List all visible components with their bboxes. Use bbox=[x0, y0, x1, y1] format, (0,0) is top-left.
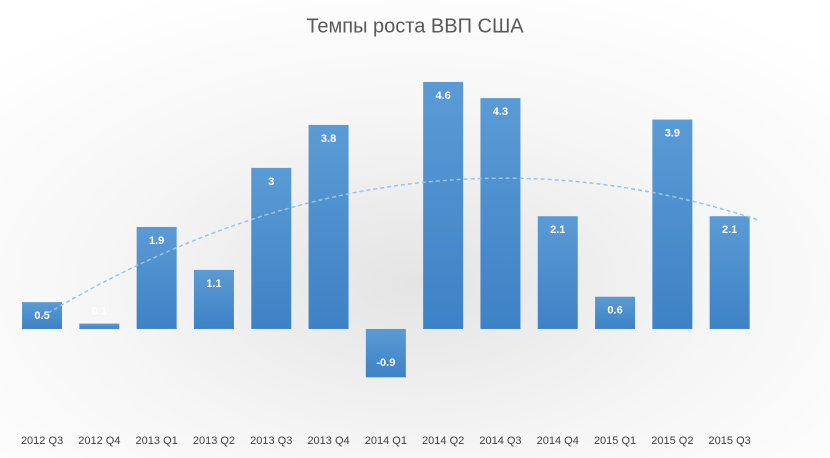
trendline bbox=[41, 177, 759, 318]
bar bbox=[308, 124, 349, 329]
bar bbox=[423, 81, 464, 329]
x-tick-label: 2012 Q3 bbox=[21, 435, 63, 447]
value-label: -0.9 bbox=[376, 357, 395, 369]
value-label: 3.8 bbox=[321, 133, 336, 145]
x-tick-label: 2013 Q3 bbox=[250, 435, 292, 447]
value-label: 3.9 bbox=[665, 127, 680, 139]
bar bbox=[595, 296, 636, 329]
bar bbox=[22, 302, 63, 329]
value-label: 4.6 bbox=[436, 90, 451, 102]
value-label: 1.1 bbox=[206, 278, 221, 290]
x-tick-label: 2013 Q1 bbox=[136, 435, 178, 447]
x-tick-label: 2015 Q1 bbox=[594, 435, 636, 447]
x-tick-label: 2012 Q4 bbox=[78, 435, 120, 447]
value-label: 0.6 bbox=[607, 305, 622, 317]
bar bbox=[136, 226, 177, 329]
bar bbox=[193, 269, 234, 329]
x-tick-label: 2015 Q3 bbox=[709, 435, 751, 447]
x-tick-label: 2014 Q1 bbox=[365, 435, 407, 447]
chart-title: Темпы роста ВВП США bbox=[306, 15, 524, 37]
value-label: 0.1 bbox=[92, 305, 107, 317]
value-label: 1.9 bbox=[149, 235, 164, 247]
bar bbox=[709, 216, 750, 329]
x-tick-label: 2014 Q4 bbox=[537, 435, 579, 447]
x-tick-label: 2015 Q2 bbox=[651, 435, 693, 447]
value-label: 4.3 bbox=[493, 106, 508, 118]
value-label: 2.1 bbox=[550, 224, 565, 236]
value-label: 3 bbox=[268, 176, 274, 188]
bar bbox=[79, 323, 120, 329]
bar bbox=[652, 119, 693, 329]
x-tick-label: 2014 Q3 bbox=[479, 435, 521, 447]
x-tick-label: 2013 Q2 bbox=[193, 435, 235, 447]
x-tick-label: 2014 Q2 bbox=[422, 435, 464, 447]
bar bbox=[365, 328, 406, 378]
bar bbox=[537, 216, 578, 329]
x-tick-label: 2013 Q4 bbox=[307, 435, 349, 447]
value-label: 2.1 bbox=[722, 224, 737, 236]
bar bbox=[251, 167, 292, 329]
bar bbox=[480, 98, 521, 329]
